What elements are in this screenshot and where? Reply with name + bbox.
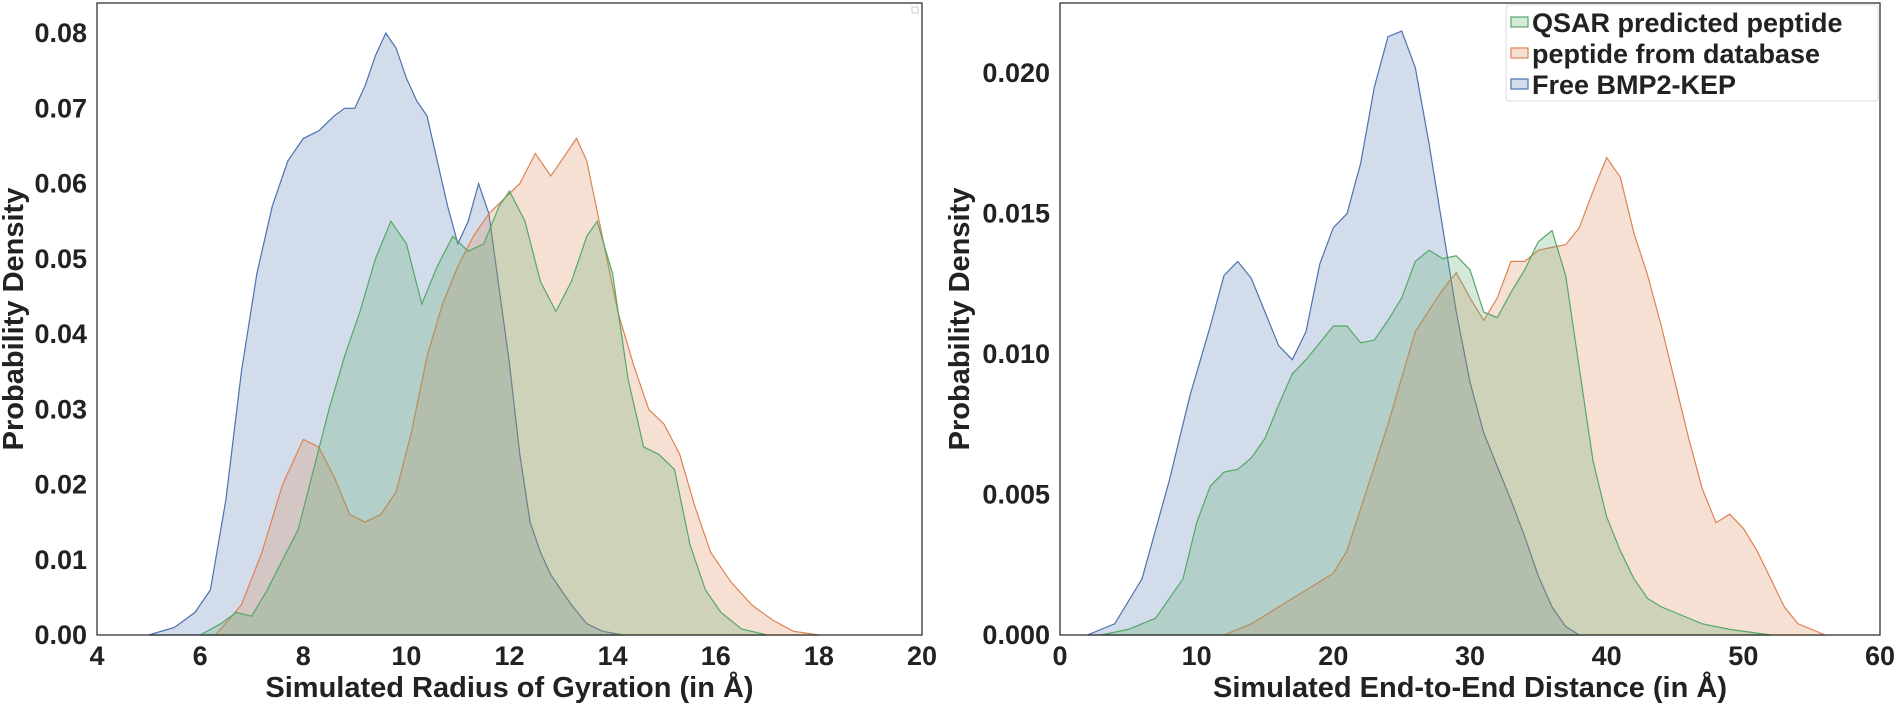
legend-swatch-qsar <box>1510 16 1529 28</box>
x-tick-label: 50 <box>1728 641 1758 671</box>
x-tick-label: 20 <box>907 641 937 671</box>
plot-frame <box>96 2 923 636</box>
x-tick-label: 20 <box>1318 641 1348 671</box>
density-area-qsar <box>199 189 768 636</box>
x-tick-label: 8 <box>296 641 311 671</box>
x-tick-label: 10 <box>391 641 421 671</box>
x-tick-label: 4 <box>89 641 104 671</box>
y-tick-label: 0.06 <box>34 169 87 199</box>
x-tick-label: 18 <box>804 641 834 671</box>
legend-swatch-free <box>1510 78 1529 90</box>
x-tick-label: 16 <box>701 641 731 671</box>
density-area-free <box>1087 30 1582 636</box>
y-tick-label: 0.00 <box>34 620 87 650</box>
left-chart-panel: 4 6 8 10 12 14 16 18 20 0.00 0.01 0.02 0.03 0.04 0.05 0… <box>0 2 937 704</box>
legend-label-free: Free BMP2-KEP <box>1532 70 1736 100</box>
right-chart-panel: 0 10 20 30 40 50 60 0.000 0.005 0.010 0.015 0.020 Si… <box>944 2 1895 704</box>
legend-swatch-db <box>1510 47 1529 59</box>
x-tick-label: 6 <box>193 641 208 671</box>
density-area-db <box>1223 156 1826 636</box>
x-tick-label: 0 <box>1052 641 1067 671</box>
y-tick-label: 0.02 <box>34 470 87 500</box>
y-axis-label: Probability Density <box>0 188 30 451</box>
y-tick-label: 0.01 <box>34 545 87 575</box>
x-tick-label: 12 <box>494 641 524 671</box>
y-tick-label: 0.000 <box>982 620 1050 650</box>
legend-label-qsar: QSAR predicted peptide <box>1532 8 1843 38</box>
y-tick-label: 0.04 <box>34 319 87 349</box>
density-area-db <box>214 137 819 636</box>
empty-legend-marker <box>911 6 919 14</box>
y-tick-label: 0.005 <box>982 480 1050 510</box>
y-tick-label: 0.020 <box>982 58 1050 88</box>
y-tick-label: 0.08 <box>34 18 87 48</box>
y-tick-label: 0.010 <box>982 339 1050 369</box>
density-area-qsar <box>1100 229 1771 636</box>
x-tick-label: 60 <box>1865 641 1895 671</box>
x-axis-label: Simulated Radius of Gyration (in Å) <box>265 671 753 704</box>
y-tick-label: 0.03 <box>34 394 87 424</box>
density-area-free <box>148 31 624 636</box>
y-tick-label: 0.015 <box>982 199 1050 229</box>
x-tick-label: 14 <box>598 641 628 671</box>
x-tick-label: 30 <box>1455 641 1485 671</box>
x-axis-label: Simulated End-to-End Distance (in Å) <box>1213 671 1727 704</box>
y-tick-label: 0.05 <box>34 244 87 274</box>
x-tick-label: 10 <box>1182 641 1212 671</box>
y-axis-label: Probability Density <box>944 188 976 451</box>
x-tick-label: 40 <box>1592 641 1622 671</box>
legend-label-db: peptide from database <box>1532 39 1820 69</box>
legend-box <box>1505 4 1879 102</box>
y-tick-label: 0.07 <box>34 93 87 123</box>
plot-frame <box>1059 2 1881 636</box>
